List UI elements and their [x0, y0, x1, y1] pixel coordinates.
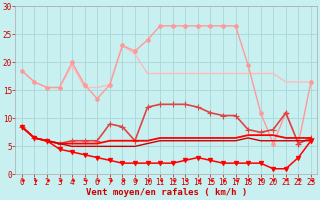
X-axis label: Vent moyen/en rafales ( km/h ): Vent moyen/en rafales ( km/h ) — [86, 188, 247, 197]
